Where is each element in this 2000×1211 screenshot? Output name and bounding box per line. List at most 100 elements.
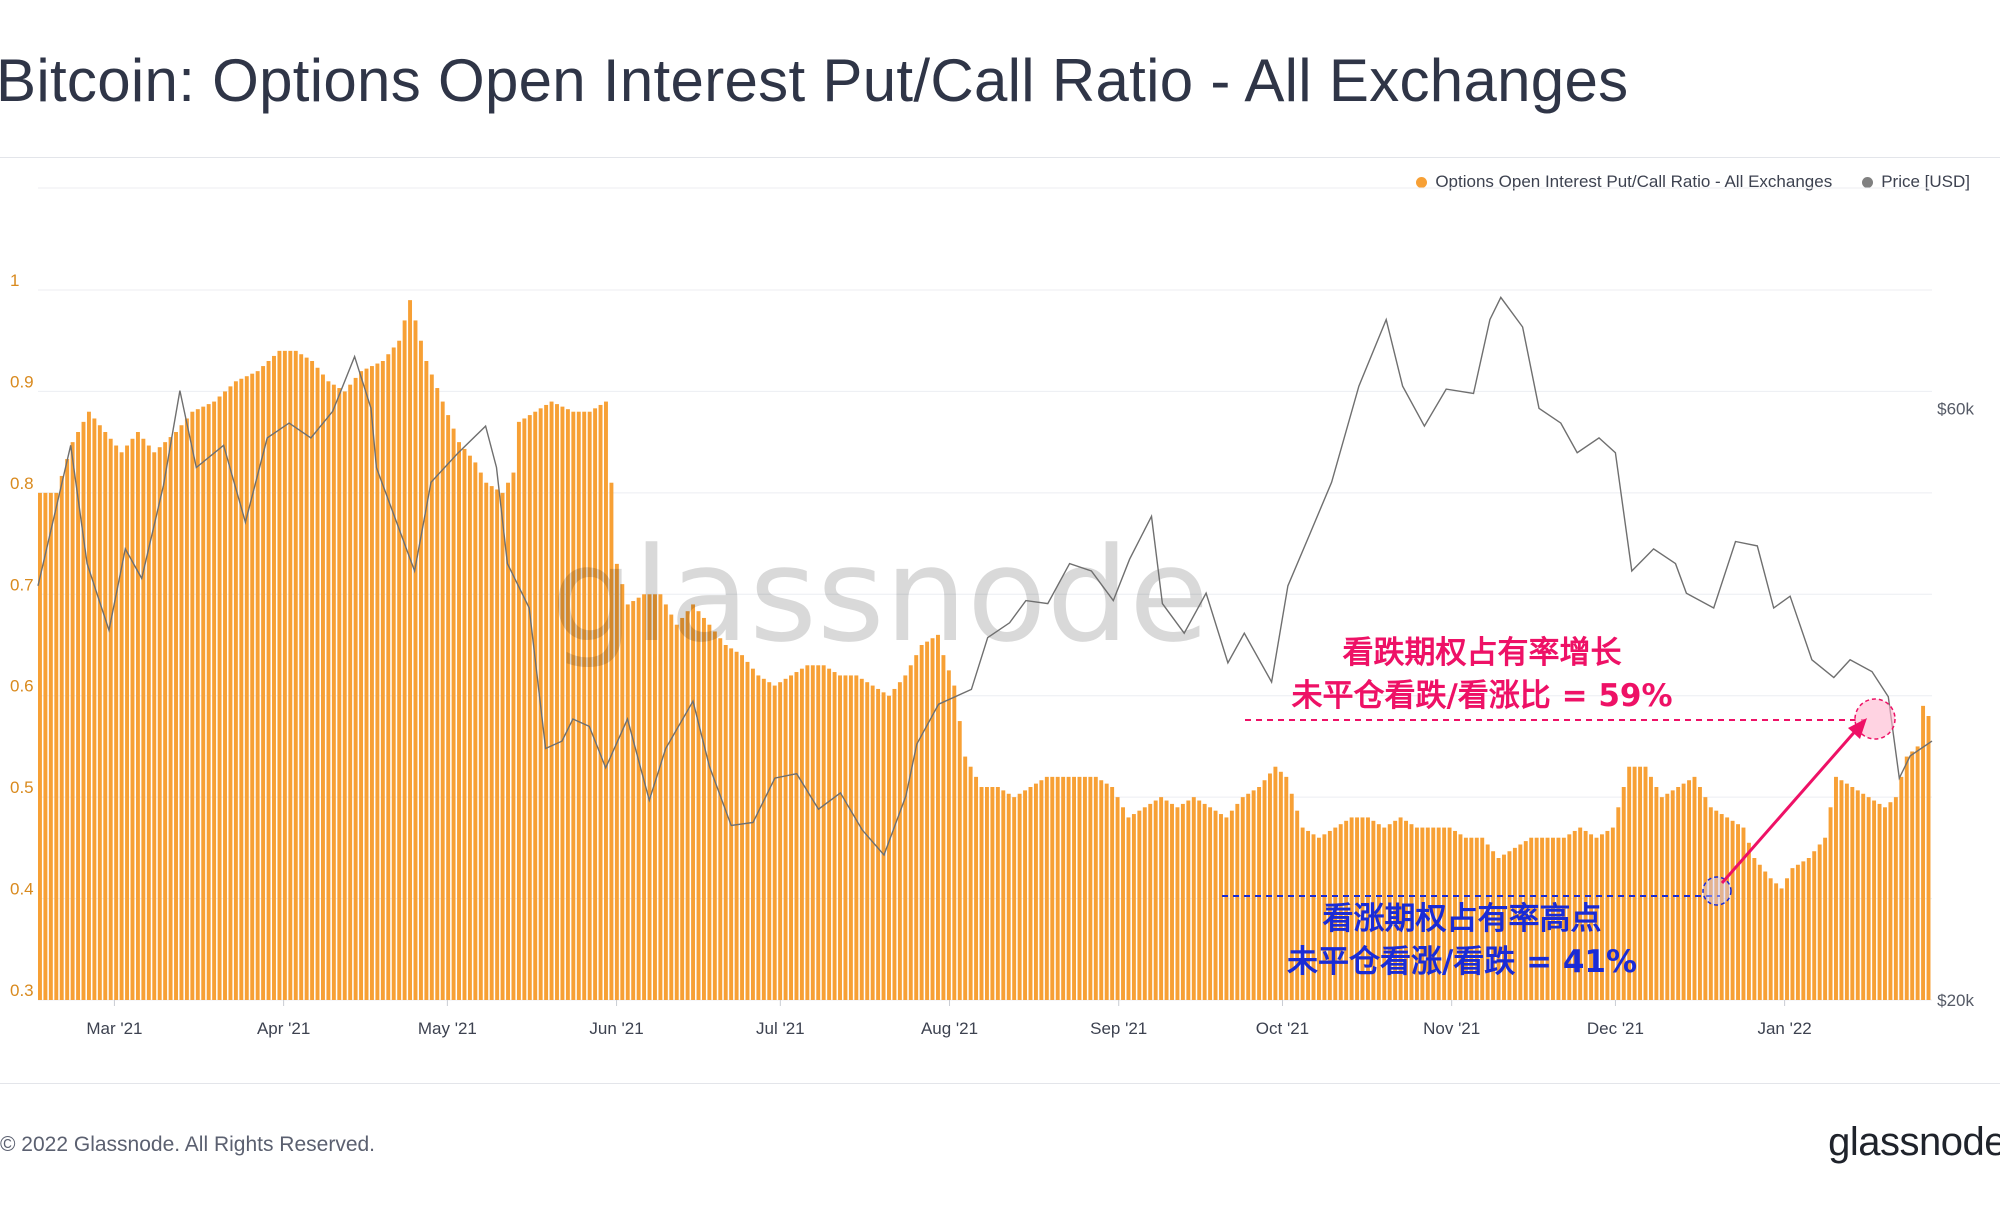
ratio-bar [299,354,304,1000]
x-tick-label: Jan '22 [1757,1019,1811,1038]
ratio-bar [625,604,630,1000]
ratio-bar [1191,797,1196,1000]
ratio-bar [489,486,494,1001]
ratio-bar [342,391,347,1000]
ratio-bar [1474,837,1479,1000]
ratio-bar [1295,810,1300,1000]
ratio-bar [908,665,913,1000]
ratio-bar [1055,776,1060,1000]
ratio-bar [516,421,521,1000]
ratio-bar [446,415,451,1001]
trend-arrow [1720,727,1860,884]
ratio-bar [571,411,576,1001]
ratio-bar [43,492,48,1000]
ratio-bar [266,361,271,1000]
ratio-bar [1899,776,1904,1000]
ratio-bar [1746,842,1751,1000]
ratio-bar [685,611,690,1000]
ratio-bar [1398,817,1403,1000]
ratio-bar [887,695,891,1000]
ratio-bar [1050,776,1055,1000]
ratio-bar [511,472,516,1000]
ratio-bar [522,418,527,1001]
ratio-bar [778,682,783,1000]
ratio-bar [968,766,973,1000]
x-axis: Mar '21 Apr '21 May '21 Jun '21 Jul '21 Aug '… [86,1000,1812,1038]
ratio-bar [865,682,870,1000]
ratio-bar [1904,756,1909,1000]
ratio-bar [1355,817,1360,1000]
ratio-bar [1327,830,1332,1000]
ratio-bar [1121,807,1125,1000]
bullish-marker [1702,876,1732,906]
ratio-bar [767,682,772,1000]
ratio-bar [1512,847,1517,1000]
ratio-bar [1088,776,1093,1000]
ratio-bar [1676,787,1681,1000]
ratio-bar [1616,807,1621,1000]
ratio-bar [1834,776,1838,1000]
ratio-bar [1692,776,1697,1000]
ratio-bar [255,371,260,1000]
ratio-bar [1082,776,1087,1000]
ratio-bar [565,409,570,1000]
ratio-bar [1801,861,1806,1000]
ratio-bar [212,401,217,1000]
ratio-bar [1855,790,1860,1000]
ratio-bar [576,411,581,1001]
x-tick-label: May '21 [418,1019,477,1038]
ratio-bar [789,675,793,1000]
ratio-bar [533,411,538,1001]
ratio-bar [1926,716,1931,1000]
ratio-bar [484,482,489,1001]
ratio-bar [1768,878,1773,1000]
x-tick-label: Jun '21 [589,1019,643,1038]
ratio-bar [1844,783,1849,1000]
ratio-bar [326,381,331,1000]
ratio-bar [1099,780,1104,1000]
ratio-bar [228,386,233,1000]
ratio-bar [1893,797,1898,1000]
ratio-bar [723,645,728,1000]
ratio-bar [1730,820,1735,1000]
ratio-bar [435,388,440,1000]
ratio-bar [92,418,97,1001]
ratio-bar [1736,824,1740,1000]
ratio-bar [1442,827,1447,1000]
ratio-bar [397,340,402,1001]
ratio-bar [1061,776,1066,1000]
legend-item-price[interactable]: Price [USD] [1862,172,1970,192]
ratio-bar [680,617,685,1000]
ratio-bar [1600,834,1604,1000]
ratio-bar [206,404,211,1000]
ratio-bar [174,432,178,1000]
x-tick-label: Sep '21 [1090,1019,1147,1038]
ratio-bar [391,347,396,1001]
x-tick-label: Mar '21 [86,1019,142,1038]
ratio-bar [914,655,919,1000]
y-tick-label-right: $60k [1937,399,1974,418]
ratio-bar [957,721,962,1000]
ratio-bar [663,604,668,1000]
ratio-bar [799,668,804,1000]
ratio-bar [1126,817,1131,1000]
ratio-bar [1545,837,1550,1000]
glassnode-logo: glassnode [1828,1120,2000,1164]
ratio-bar [1229,810,1234,1000]
ratio-bar [1202,803,1207,1000]
ratio-bar [1447,827,1452,1000]
ratio-bar [1583,830,1588,1000]
ratio-bar [1453,830,1457,1000]
ratio-bar [1159,797,1164,1000]
chart-legend[interactable]: Options Open Interest Put/Call Ratio - A… [1416,172,1970,192]
ratio-bar [1387,824,1392,1000]
ratio-bar [750,668,755,1000]
ratio-bar [1806,858,1811,1000]
ratio-bar [995,787,1000,1000]
legend-item-ratio[interactable]: Options Open Interest Put/Call Ratio - A… [1416,172,1832,192]
ratio-bar [919,645,924,1000]
ratio-bar [1262,780,1267,1000]
ratio-bar [701,617,706,1000]
ratio-bar [1877,803,1882,1000]
bullish-annotation-line1: 看涨期权占有率高点 [1323,901,1602,937]
